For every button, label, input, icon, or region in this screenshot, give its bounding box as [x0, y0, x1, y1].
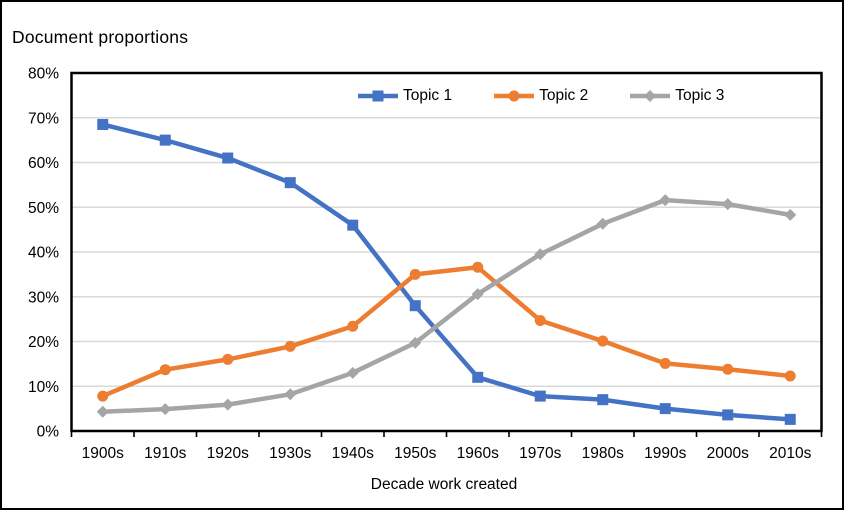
marker-topic-3 — [284, 388, 297, 401]
marker-topic-1 — [409, 300, 421, 312]
marker-topic-1 — [97, 118, 109, 130]
legend: Topic 1 Topic 2 Topic 3 — [358, 87, 724, 105]
x-tick-label: 1990s — [644, 445, 686, 462]
marker-topic-2 — [659, 357, 671, 369]
series-line-topic-3 — [100, 197, 793, 415]
marker-topic-2 — [284, 340, 296, 352]
marker-topic-1 — [284, 177, 296, 189]
marker-topic-1 — [659, 403, 671, 415]
y-tick-label: 50% — [28, 200, 59, 217]
legend-circle-icon — [494, 90, 535, 102]
marker-topic-2 — [97, 390, 109, 402]
chart-title: Document proportions — [12, 27, 189, 47]
marker-topic-3 — [721, 198, 734, 211]
marker-topic-3 — [409, 336, 422, 349]
y-tick-label: 20% — [28, 334, 59, 351]
marker-topic-1 — [472, 371, 484, 383]
x-tick-label: 1920s — [207, 445, 249, 462]
y-tick-label: 40% — [28, 245, 59, 262]
marker-topic-1 — [722, 409, 734, 421]
legend-item-topic-2: Topic 2 — [494, 87, 588, 105]
marker-topic-2 — [409, 268, 421, 280]
marker-topic-2 — [222, 353, 234, 365]
marker-topic-3 — [659, 194, 672, 207]
x-tick-label: 1900s — [82, 445, 124, 462]
marker-topic-1 — [159, 134, 171, 146]
x-axis-title: Decade work created — [370, 476, 518, 493]
x-tick-label: 1960s — [457, 445, 499, 462]
legend-diamond-icon — [630, 90, 671, 102]
x-tick-label: 1910s — [144, 445, 186, 462]
marker-topic-2 — [159, 364, 171, 376]
legend-label-topic-3: Topic 3 — [675, 87, 725, 104]
marker-topic-1 — [534, 390, 546, 402]
marker-topic-3 — [346, 366, 359, 379]
x-tick-label: 2000s — [707, 445, 749, 462]
series-line-topic-2 — [100, 264, 793, 399]
marker-topic-1 — [784, 413, 796, 425]
legend-item-topic-3: Topic 3 — [630, 87, 724, 105]
y-tick-label: 80% — [28, 66, 59, 83]
x-tick-label: 1930s — [269, 445, 311, 462]
marker-topic-2 — [472, 261, 484, 273]
legend-square-icon — [358, 90, 398, 102]
marker-topic-3 — [596, 217, 609, 230]
marker-topic-3 — [96, 405, 109, 418]
y-tick-label: 60% — [28, 155, 59, 172]
y-tick-label: 70% — [28, 110, 59, 127]
x-tick-label: 1940s — [332, 445, 374, 462]
marker-topic-2 — [784, 370, 796, 382]
marker-topic-3 — [221, 398, 234, 411]
marker-topic-2 — [722, 363, 734, 375]
legend-label-topic-1: Topic 1 — [403, 87, 453, 104]
y-tick-label: 10% — [28, 379, 59, 396]
legend-item-topic-1: Topic 1 — [358, 87, 452, 105]
marker-topic-3 — [534, 248, 547, 261]
marker-topic-3 — [159, 403, 172, 416]
legend-label-topic-2: Topic 2 — [539, 87, 589, 104]
marker-topic-1 — [222, 152, 234, 164]
y-tick-label: 30% — [28, 289, 59, 306]
y-tick-label: 0% — [37, 424, 60, 441]
marker-topic-2 — [534, 314, 546, 326]
x-tick-label: 1980s — [582, 445, 624, 462]
marker-topic-1 — [597, 394, 609, 406]
marker-topic-2 — [597, 335, 609, 347]
x-tick-label: 1950s — [394, 445, 436, 462]
x-tick-label: 1970s — [519, 445, 561, 462]
marker-topic-1 — [347, 219, 359, 231]
marker-topic-3 — [784, 208, 797, 221]
marker-topic-2 — [347, 320, 359, 332]
marker-topic-3 — [471, 288, 484, 301]
series-line-topic-1 — [100, 122, 793, 422]
x-tick-label: 2010s — [769, 445, 811, 462]
